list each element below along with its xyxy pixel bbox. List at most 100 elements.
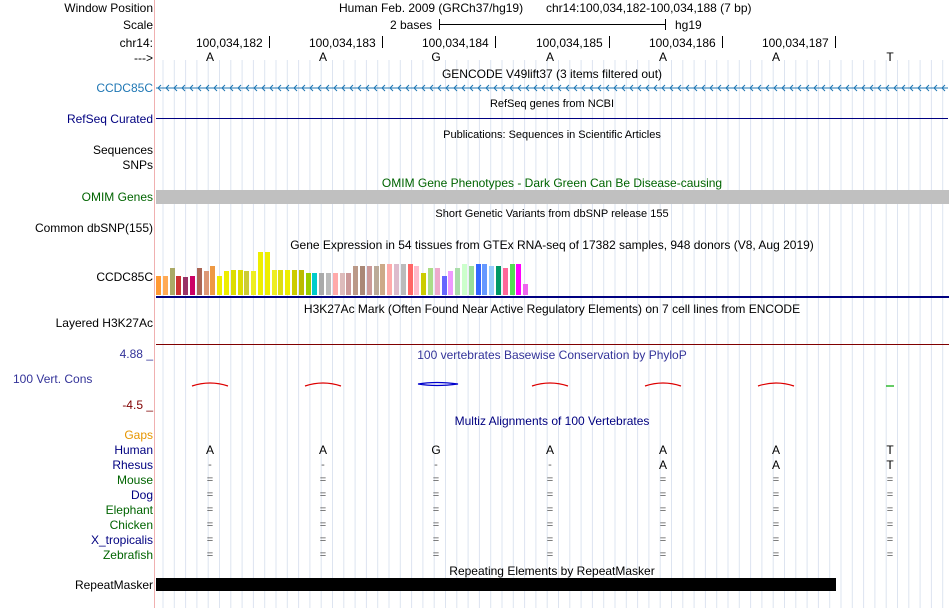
gtex-tissue-bar[interactable] [190,276,195,295]
multiz-title[interactable]: Multiz Alignments of 100 Vertebrates [454,414,650,428]
gaps-label[interactable]: Gaps [124,428,153,442]
gtex-tissue-bar[interactable] [326,273,331,295]
gtex-tissue-bar[interactable] [176,276,182,295]
strand-label[interactable]: ---> [134,51,153,65]
gtex-tissue-bar[interactable] [251,271,257,295]
gtex-tissue-bar[interactable] [475,264,481,295]
omim-title[interactable]: OMIM Gene Phenotypes - Dark Green Can Be… [381,176,723,190]
gtex-tissue-bar[interactable] [217,276,223,295]
position-readout[interactable]: chr14:100,034,182-100,034,188 (7 bp) [546,1,752,15]
gtex-tissue-bar[interactable] [210,266,216,295]
gtex-tissue-bar[interactable] [339,273,345,295]
gtex-tissue-bar[interactable] [230,270,236,295]
gtex-tissue-bar[interactable] [394,264,399,295]
gtex-tissue-bar[interactable] [441,276,447,295]
gencode-gene-track[interactable] [156,82,948,94]
base-letter: A [545,50,554,64]
gtex-tissue-bar[interactable] [264,252,270,295]
species-label[interactable]: X_tropicalis [90,533,153,547]
gtex-tissue-bar[interactable] [455,268,461,295]
gtex-tissue-bar[interactable] [434,268,440,295]
gtex-tissue-bar[interactable] [346,273,352,295]
omim-feature-bar[interactable] [156,190,949,204]
gtex-tissue-bar[interactable] [258,252,263,295]
gtex-expression-bars[interactable] [156,252,536,295]
gtex-tissue-bar[interactable] [366,266,372,295]
gtex-tissue-bar[interactable] [502,268,508,295]
repeatmasker-feature[interactable] [156,578,836,591]
gencode-title[interactable]: GENCODE V49lift37 (3 items filtered out) [441,67,663,81]
assembly-title[interactable]: Human Feb. 2009 (GRCh37/hg19) [339,1,524,15]
gtex-tissue-bar[interactable] [373,266,379,295]
dbsnp-title[interactable]: Short Genetic Variants from dbSNP releas… [435,208,669,220]
dbsnp-label[interactable]: Common dbSNP(155) [34,221,153,235]
gtex-tissue-bar[interactable] [421,273,427,295]
gtex-tissue-bar[interactable] [196,268,202,295]
gtex-tissue-bar[interactable] [380,264,386,295]
species-label[interactable]: Elephant [105,503,153,517]
gtex-tissue-bar[interactable] [183,277,189,295]
gtex-title[interactable]: Gene Expression in 54 tissues from GTEx … [290,238,814,252]
species-label[interactable]: Dog [130,488,153,502]
gtex-tissue-bar[interactable] [298,270,304,295]
alignment-base: = [886,534,894,546]
gtex-tissue-bar[interactable] [169,268,175,295]
strand-chevron [629,84,634,92]
gtex-tissue-bar[interactable] [332,273,338,295]
publications-title[interactable]: Publications: Sequences in Scientific Ar… [443,129,661,141]
strand-chevron [557,84,562,92]
conservation-title[interactable]: 100 vertebrates Basewise Conservation by… [417,348,687,362]
gtex-tissue-bar[interactable] [278,270,284,295]
gtex-tissue-bar[interactable] [156,276,161,295]
refseq-title[interactable]: RefSeq genes from NCBI [489,98,615,110]
gtex-tissue-bar[interactable] [462,264,467,295]
gtex-tissue-bar[interactable] [312,273,318,295]
h3k27ac-title[interactable]: H3K27Ac Mark (Often Found Near Active Re… [303,302,801,316]
gtex-tissue-bar[interactable] [516,264,522,295]
publications-label[interactable]: Sequences [92,143,153,157]
gtex-tissue-bar[interactable] [448,271,454,295]
gtex-tissue-bar[interactable] [407,264,413,295]
refseq-label[interactable]: RefSeq Curated [66,112,153,126]
gtex-tissue-bar[interactable] [319,273,325,295]
gtex-tissue-bar[interactable] [305,273,311,295]
gtex-tissue-bar[interactable] [353,266,359,295]
species-label[interactable]: Chicken [109,518,153,532]
strand-chevron [533,84,538,92]
conservation-label[interactable]: 100 Vert. Cons [13,372,93,386]
conservation-plot[interactable] [156,378,948,392]
gtex-tissue-bar[interactable] [468,266,474,295]
strand-chevron [165,84,170,92]
gtex-tissue-bar[interactable] [496,266,501,295]
species-label[interactable]: Zebrafish [102,548,153,562]
gtex-tissue-bar[interactable] [224,271,229,295]
gtex-tissue-bar[interactable] [244,271,250,295]
gtex-label[interactable]: CCDC85C [96,270,153,284]
species-label[interactable]: Rhesus [112,458,153,472]
snps-label[interactable]: SNPs [122,158,153,172]
strand-chevron [693,84,698,92]
gtex-tissue-bar[interactable] [428,268,433,295]
gtex-tissue-bar[interactable] [523,284,529,295]
gtex-tissue-bar[interactable] [509,264,515,295]
gtex-tissue-bar[interactable] [203,271,209,295]
gtex-tissue-bar[interactable] [400,264,406,295]
refseq-gene-line[interactable] [156,118,948,119]
gtex-tissue-bar[interactable] [285,270,291,295]
gtex-tissue-bar[interactable] [387,264,393,295]
gencode-label[interactable]: CCDC85C [96,81,153,95]
gtex-tissue-bar[interactable] [489,266,495,295]
gtex-tissue-bar[interactable] [414,266,420,295]
gtex-tissue-bar[interactable] [271,270,277,295]
species-label[interactable]: Mouse [116,473,153,487]
species-label[interactable]: Human [114,443,153,457]
repeatmasker-label[interactable]: RepeatMasker [74,578,153,592]
gtex-tissue-bar[interactable] [360,266,365,295]
gtex-tissue-bar[interactable] [292,270,297,295]
omim-label[interactable]: OMIM Genes [81,190,153,204]
gtex-tissue-bar[interactable] [237,270,243,295]
repeatmasker-title[interactable]: Repeating Elements by RepeatMasker [449,564,655,578]
h3k27ac-label[interactable]: Layered H3K27Ac [55,316,153,330]
gtex-tissue-bar[interactable] [162,276,168,295]
gtex-tissue-bar[interactable] [482,264,488,295]
